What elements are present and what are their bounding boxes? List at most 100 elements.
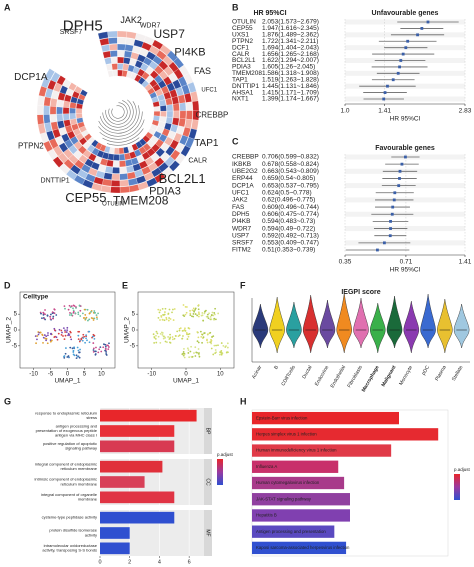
heat-cell (179, 110, 187, 120)
hr-point (391, 205, 395, 209)
gene-name: CALR (232, 51, 250, 58)
cell-point (72, 353, 75, 356)
x-tick-label: 1.0 (340, 108, 349, 115)
cell-point (42, 312, 45, 315)
cell-point (201, 341, 203, 344)
violin (370, 302, 386, 354)
cell-point (209, 315, 212, 318)
cell-point (220, 353, 223, 356)
hr-label: 0.592(0.492~0.713) (262, 232, 319, 239)
cell-point (64, 307, 66, 310)
heat-cell (117, 69, 123, 77)
cell-point (60, 329, 63, 332)
cell-point (163, 319, 166, 322)
cell-point (66, 329, 69, 332)
cell-point (178, 327, 181, 330)
cell-point (97, 312, 99, 315)
cell-point (214, 349, 217, 351)
cell-point (52, 315, 55, 318)
cell-point (153, 342, 156, 344)
heat-cell (119, 179, 129, 187)
cell-point (206, 338, 208, 341)
bar (252, 509, 350, 522)
cell-point (79, 309, 82, 312)
heat-cell (109, 50, 118, 58)
cell-point (104, 345, 107, 348)
cell-point (159, 332, 162, 335)
heat-cell (166, 110, 174, 118)
cell-point (163, 335, 166, 338)
facet-name: BP (205, 428, 211, 435)
x-tick-label: 2.83 (459, 108, 472, 115)
heat-cell (173, 110, 180, 119)
y-tick-label: -5 (12, 343, 18, 349)
violin (302, 294, 319, 354)
violin (336, 292, 352, 354)
cell-point (165, 316, 168, 319)
cell-point (188, 327, 191, 330)
term-label: Herpes simplex virus 1 infection (256, 431, 317, 436)
cell-point (158, 311, 161, 314)
cell-point (185, 331, 188, 334)
hr-point (389, 227, 392, 230)
cell-point (187, 335, 190, 338)
heat-cell (36, 104, 44, 115)
gene-name: UXS1 (232, 32, 249, 39)
cell-point (155, 341, 158, 344)
cell-point (107, 348, 110, 351)
cell-point (213, 313, 216, 316)
hr-label: 0.624(0.5~0.778) (262, 189, 312, 196)
bar (100, 460, 163, 473)
heat-cell (119, 153, 126, 161)
cell-point (93, 310, 96, 312)
hr-label: 0.553(0.409~0.747) (262, 240, 319, 247)
cell-point (198, 313, 201, 315)
facet-strip (204, 510, 212, 556)
cell-point (182, 304, 185, 306)
hr-label: 0.678(0.558~0.824) (262, 161, 319, 168)
violin (269, 296, 285, 354)
cell-point (92, 342, 95, 344)
violin (403, 300, 420, 354)
x-axis-label: UMAP_1 (54, 378, 80, 385)
term-label: integral component of organelle membrane (41, 492, 98, 502)
cell-point (193, 310, 195, 312)
cell-point (106, 344, 108, 347)
hr-label: 0.653(0.537~0.795) (262, 182, 319, 189)
heat-cell (102, 50, 111, 59)
facet-name: CC (205, 478, 211, 486)
legend-title: p.adjust (454, 467, 471, 472)
gene-name: TMEM208 (232, 70, 262, 77)
gene-name: UBE2G2 (232, 168, 258, 175)
heat-cell (153, 106, 161, 112)
cell-point (159, 309, 162, 312)
hr-label: 0.594(0.483~0.73) (262, 218, 315, 225)
cell-point (93, 317, 96, 320)
term-label: integral component of endoplasmic reticul… (35, 461, 98, 471)
gene-name: OTULIN (232, 19, 256, 26)
hr-point (391, 78, 395, 82)
heat-cell (117, 43, 126, 51)
cell-point (78, 330, 81, 333)
cell-point (152, 333, 155, 336)
cell-point (159, 341, 162, 344)
cell-point (63, 305, 66, 308)
heat-cell (171, 96, 180, 105)
cell-point (70, 338, 73, 341)
heat-cell (69, 113, 77, 120)
x-tick-label: 0 (184, 372, 188, 378)
bar (100, 511, 175, 524)
cell-point (67, 308, 70, 311)
cell-point (188, 356, 191, 359)
panel-label: G (4, 396, 11, 406)
cell-point (217, 344, 219, 347)
heat-cell (107, 30, 118, 38)
cell-point (77, 338, 80, 341)
cell-point (173, 308, 176, 310)
cell-point (44, 337, 47, 340)
hr-point (392, 198, 396, 202)
x-tick-label: B (273, 364, 280, 370)
term-label: JAK-STAT signaling pathway (256, 496, 312, 501)
hr-point (388, 234, 392, 238)
cell-point (79, 348, 81, 351)
